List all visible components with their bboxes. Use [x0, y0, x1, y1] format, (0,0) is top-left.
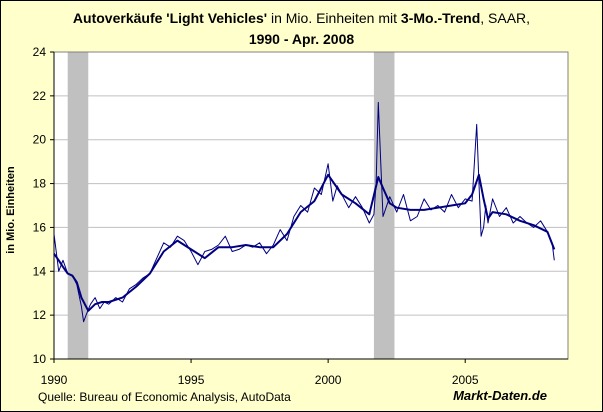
y-tick-label: 16 — [33, 220, 47, 234]
chart-title-unit: in Mio. Einheiten mit — [267, 10, 401, 26]
y-tick-label: 24 — [33, 45, 47, 59]
x-tick-label: 1995 — [178, 373, 205, 387]
plot-area — [53, 51, 569, 360]
x-tick-label: 2000 — [315, 373, 342, 387]
y-tick-label: 22 — [33, 89, 47, 103]
x-tick-label: 2005 — [452, 373, 479, 387]
recession-shade — [67, 52, 89, 359]
x-tick-label: 1990 — [41, 373, 68, 387]
recession-shade — [373, 52, 395, 359]
y-tick-label: 20 — [33, 133, 47, 147]
y-tick-label: 10 — [33, 352, 47, 366]
trend-line — [53, 173, 556, 312]
y-axis-label: in Mio. Einheiten — [5, 166, 17, 254]
y-tick-label: 18 — [33, 177, 47, 191]
chart-title: Autoverkäufe 'Light Vehicles' in Mio. Ei… — [0, 10, 603, 26]
chart-title-subject: Autoverkäufe 'Light Vehicles' — [72, 10, 268, 26]
y-tick-label: 14 — [33, 264, 47, 278]
monthly-line — [53, 101, 555, 323]
chart-title-trend: 3-Mo.-Trend — [400, 10, 481, 26]
source-note: Quelle: Bureau of Economic Analysis, Aut… — [38, 390, 291, 404]
y-tick-label: 12 — [33, 308, 47, 322]
chart-title-saar: , SAAR, — [480, 10, 531, 26]
chart-subtitle: 1990 - Apr. 2008 — [248, 31, 355, 47]
brand-logo-text: Markt-Daten.de — [453, 388, 547, 403]
